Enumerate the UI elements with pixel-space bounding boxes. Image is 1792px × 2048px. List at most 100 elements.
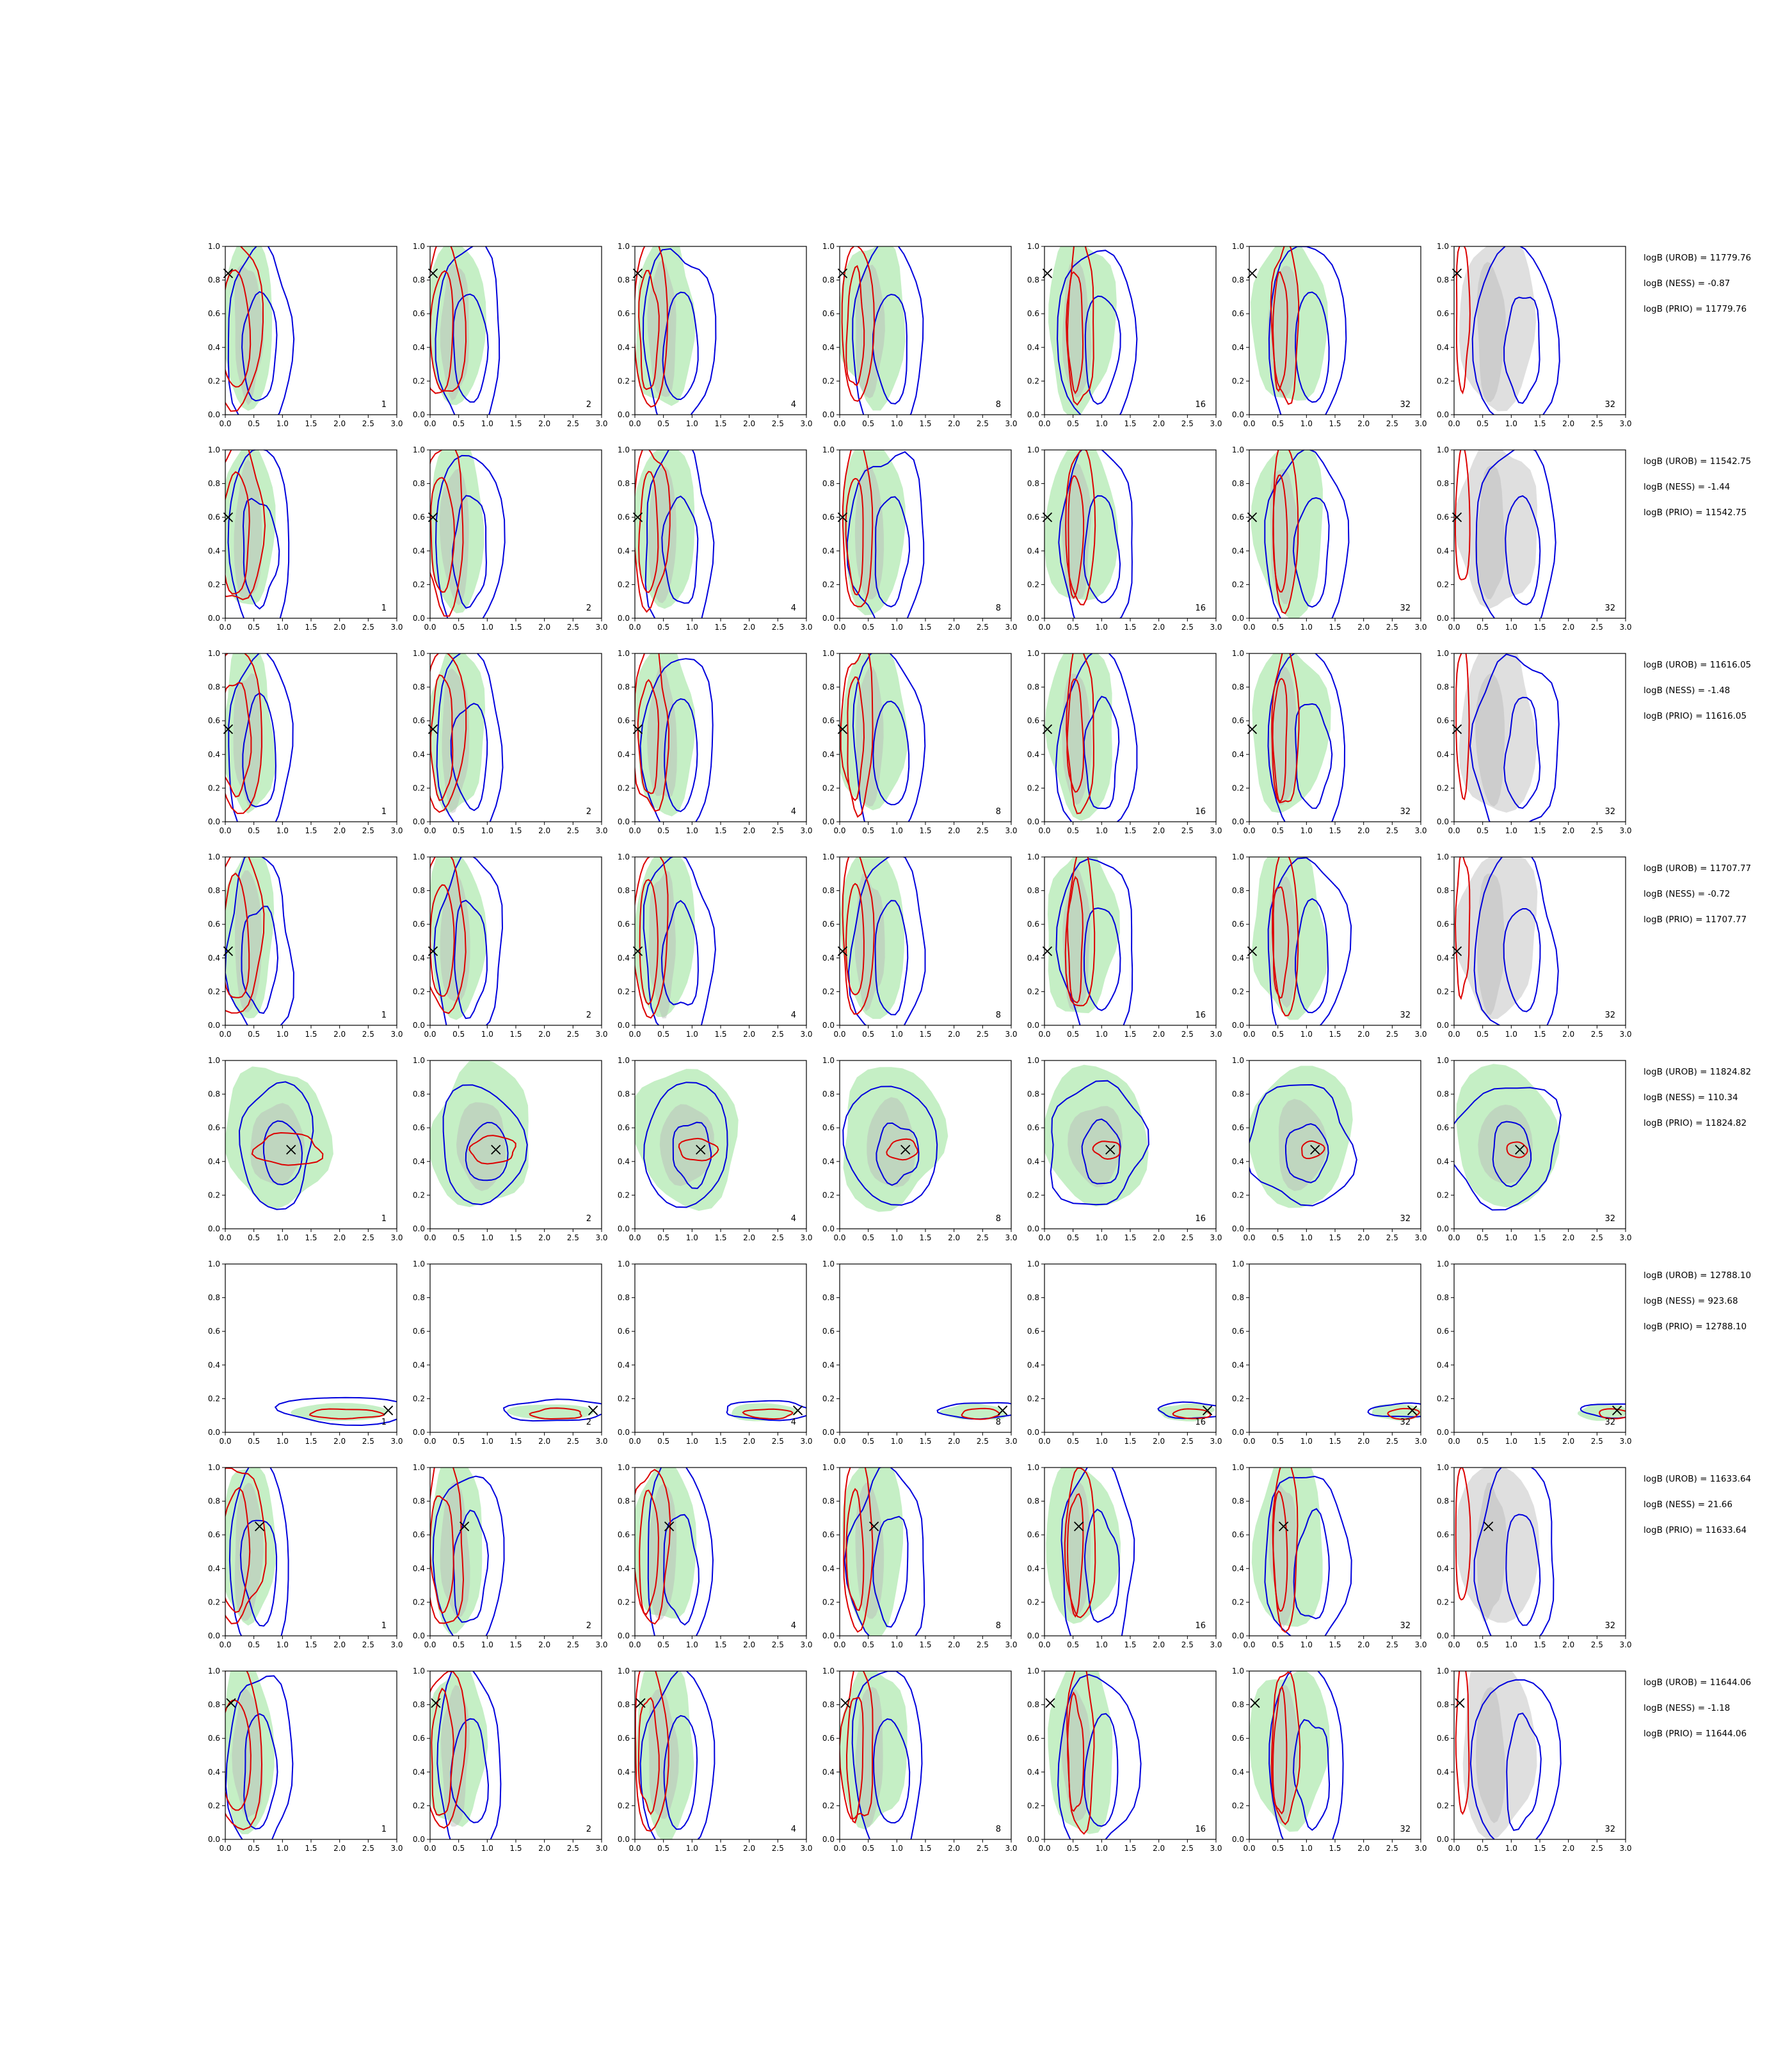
x-tick-label: 2.0 (948, 1030, 960, 1039)
panel-label: 16 (1195, 1621, 1206, 1631)
panel-r3-c2: 0.0 0.5 1.0 1.5 2.0 2.5 3.0 0.0 0.2 0.4 0.6 0.8 1.0 2 (413, 649, 608, 835)
truth-marker (1045, 1698, 1055, 1708)
red-contour (430, 1671, 467, 1829)
x-tick-label: 0.0 (219, 623, 231, 632)
y-tick-label: 0.4 (618, 343, 630, 352)
contour-layer (1455, 1468, 1555, 1636)
blue-contour (639, 1671, 716, 1839)
x-tick-label: 3.0 (1210, 826, 1222, 835)
x-tick-label: 0.0 (219, 1233, 231, 1242)
blue-contour (852, 246, 924, 415)
y-tick-label: 1.0 (822, 1463, 835, 1472)
gray-density-region (1068, 1106, 1123, 1187)
blue-contour (1249, 1084, 1357, 1206)
y-tick-label: 0.4 (208, 343, 220, 352)
green-density-region (636, 246, 696, 406)
logb-stat: logB (NESS) = -1.48 (1644, 685, 1730, 696)
x-tick-label: 3.0 (800, 1030, 812, 1039)
x-tick-label: 0.5 (1476, 1437, 1489, 1446)
green-density-region (225, 1066, 333, 1210)
panel-r3-c7: 0.0 0.5 1.0 1.5 2.0 2.5 3.0 0.0 0.2 0.4 0.6 0.8 1.0 3… (1437, 649, 1632, 835)
y-tick-label: 0.8 (1027, 1293, 1039, 1302)
red-contour (637, 1697, 660, 1816)
red-contour (1272, 857, 1299, 1017)
red-contour (430, 653, 467, 813)
gray-density-region (233, 673, 264, 808)
y-tick-label: 0.0 (208, 1224, 220, 1233)
logb-stat: logB (UROB) = 11644.06 (1644, 1677, 1751, 1688)
truth-marker (383, 1405, 394, 1416)
red-contour (1068, 475, 1085, 600)
x-tick-label: 2.0 (333, 419, 346, 428)
x-tick-label: 2.0 (948, 1844, 960, 1853)
x-tick-label: 2.0 (1153, 1844, 1165, 1853)
y-tick-label: 1.0 (618, 1056, 630, 1065)
y-tick-label: 1.0 (413, 242, 425, 251)
x-tick-label: 1.5 (305, 1640, 317, 1649)
contour-layer (225, 1468, 289, 1636)
y-tick-label: 0.8 (1232, 1090, 1244, 1099)
x-tick-label: 1.0 (891, 1030, 903, 1039)
red-contour (1067, 1691, 1085, 1812)
blue-contour (842, 1085, 938, 1206)
x-tick-label: 2.5 (567, 1437, 579, 1446)
x-tick-label: 0.5 (452, 419, 465, 428)
y-tick-label: 1.0 (1437, 1056, 1449, 1065)
x-tick-label: 2.0 (538, 1030, 550, 1039)
y-tick-label: 1.0 (822, 1056, 835, 1065)
red-contour (841, 246, 875, 402)
green-density-region (225, 1468, 276, 1626)
blue-contour (1084, 1713, 1119, 1827)
y-tick-label: 0.0 (822, 1835, 835, 1844)
x-tick-label: 3.0 (1005, 1233, 1017, 1242)
x-tick-label: 1.0 (276, 1844, 289, 1853)
blue-contour (1293, 1508, 1330, 1620)
red-contour (635, 1671, 669, 1832)
blue-contour (643, 857, 716, 1025)
panel-r5-c4: 0.0 0.5 1.0 1.5 2.0 2.5 3.0 0.0 0.2 0.4 0.6 0.8 1.0 8 (822, 1056, 1018, 1242)
red-contour (845, 1697, 864, 1824)
y-tick-label: 0.8 (413, 886, 425, 895)
x-tick-label: 1.5 (714, 419, 726, 428)
y-tick-label: 0.0 (822, 1021, 835, 1030)
truth-marker (226, 1698, 236, 1708)
y-tick-label: 0.6 (1437, 309, 1449, 318)
contour-layer (430, 450, 506, 618)
x-tick-label: 1.5 (1124, 826, 1136, 835)
y-tick-label: 1.0 (1232, 649, 1244, 658)
red-contour (1172, 1408, 1212, 1420)
y-tick-label: 1.0 (1027, 1056, 1039, 1065)
x-tick-label: 2.5 (977, 1844, 989, 1853)
y-tick-label: 0.4 (618, 1768, 630, 1777)
y-tick-label: 0.0 (822, 817, 835, 826)
blue-contour (1055, 858, 1133, 1025)
x-tick-label: 2.0 (1153, 1233, 1165, 1242)
y-tick-label: 0.4 (1232, 1157, 1244, 1166)
x-tick-label: 1.0 (481, 1640, 493, 1649)
contour-layer (1048, 857, 1133, 1025)
panel-r4-c4: 0.0 0.5 1.0 1.5 2.0 2.5 3.0 0.0 0.2 0.4 0.6 0.8 1.0 8 (822, 852, 1018, 1039)
panel-label: 16 (1195, 1825, 1206, 1834)
x-tick-label: 0.5 (1476, 826, 1489, 835)
x-tick-label: 1.0 (891, 419, 903, 428)
x-tick-label: 2.5 (1386, 623, 1398, 632)
panel-r7-c5: 0.0 0.5 1.0 1.5 2.0 2.5 3.0 0.0 0.2 0.4 0.6 0.8 1.0 1… (1027, 1463, 1222, 1649)
y-tick-label: 1.0 (822, 1260, 835, 1268)
contour-layer (635, 1671, 716, 1839)
panel-r4-c3: 0.0 0.5 1.0 1.5 2.0 2.5 3.0 0.0 0.2 0.4 0.6 0.8 1.0 4 (618, 852, 813, 1039)
panel-r1-c4: 0.0 0.5 1.0 1.5 2.0 2.5 3.0 0.0 0.2 0.4 0.6 0.8 1.0 8 (822, 242, 1018, 428)
x-tick-label: 1.5 (509, 1233, 522, 1242)
red-contour (635, 450, 671, 613)
y-tick-label: 0.0 (1437, 1835, 1449, 1844)
blue-contour (1503, 908, 1541, 1012)
blue-contour (644, 450, 715, 618)
green-density-region (225, 1671, 275, 1835)
y-tick-label: 1.0 (1027, 1463, 1039, 1472)
blue-contour (228, 1468, 289, 1636)
green-density-region (507, 1404, 595, 1421)
contour-layer (1048, 246, 1138, 415)
red-contour (635, 1469, 671, 1625)
y-tick-label: 0.8 (822, 276, 835, 285)
y-tick-label: 1.0 (1437, 1667, 1449, 1676)
x-tick-label: 1.5 (1124, 419, 1136, 428)
